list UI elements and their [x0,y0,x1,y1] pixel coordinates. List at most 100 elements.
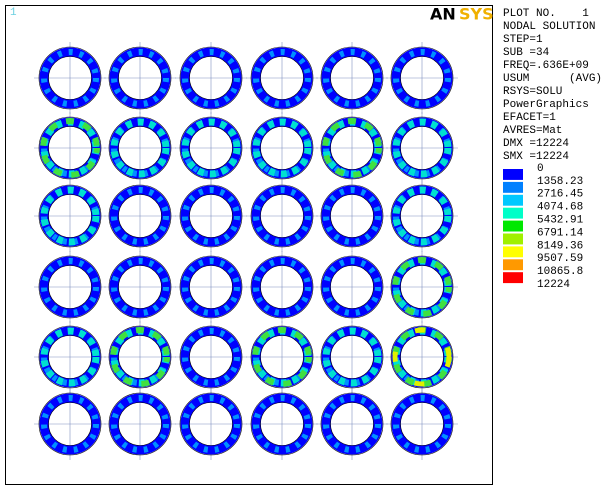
ring-edge [250,184,314,248]
ring-pattern [323,258,381,316]
ring-edge [38,46,102,110]
ring-edge [189,56,233,100]
legend-swatch [503,220,523,232]
ring-pattern [323,395,381,453]
legend-swatch [503,233,523,245]
info-line: STEP=1 [503,34,543,46]
ring-edge [320,184,384,248]
ring-edge [250,392,314,456]
ring-edge [48,126,92,170]
ring-edge [400,126,444,170]
ring-pattern [41,395,99,453]
ring-grid [34,42,458,460]
ring-pattern [253,187,311,245]
ring-pattern [253,258,311,316]
plot-frame [5,5,493,485]
logo-right: SYS [459,5,494,24]
ring-pattern [323,49,381,107]
ring-edge [118,265,162,309]
ring-edge [330,265,374,309]
legend-label: 9507.59 [537,253,583,265]
ring-pattern [40,186,100,246]
ring-edge [38,116,102,180]
legend-label: 1358.23 [537,176,583,188]
ring-pattern [111,187,169,245]
ring-pattern [322,118,382,178]
info-line: SUB =34 [503,47,550,59]
ring-edge [330,194,374,238]
legend-swatch [503,207,523,219]
ring-edge [330,335,374,379]
logo-left: AN [430,5,456,24]
ring-pattern [40,118,100,178]
ring-edge [260,56,304,100]
ring-edge [48,335,92,379]
ring-edge [48,265,92,309]
ring-edge [179,255,243,319]
ring-edge [400,402,444,446]
ring-pattern [393,49,451,107]
ring-edge [260,126,304,170]
ring-pattern [182,258,240,316]
legend-swatch [503,272,523,284]
ring-edge [48,194,92,238]
ring-pattern [182,49,240,107]
ring-edge [320,116,384,180]
ring-pattern [181,118,241,178]
legend-label: 8149.36 [537,240,583,252]
ring-edge [400,56,444,100]
ring-edge [260,265,304,309]
legend-label: 5432.91 [537,215,584,227]
ring-edge [38,392,102,456]
legend-label: 12224 [537,279,570,291]
ring-edge [118,194,162,238]
ring-edge [320,255,384,319]
ring-pattern [392,186,452,246]
ring-pattern [182,328,240,386]
ring-edge [189,335,233,379]
ring-pattern [253,49,311,107]
ring-pattern [392,327,452,387]
ring-edge [400,265,444,309]
legend-label: 2716.45 [537,189,583,201]
legend-swatch [503,259,523,271]
ring-pattern [111,395,169,453]
ring-pattern [392,118,452,178]
info-line: PowerGraphics [503,99,589,111]
info-line: USUM (AVG) [503,73,602,85]
legend-label: 6791.14 [537,227,584,239]
ring-edge [38,255,102,319]
ring-pattern [41,258,99,316]
ring-pattern [323,187,381,245]
ring-pattern [110,327,170,387]
ring-edge [118,335,162,379]
ring-pattern [252,327,312,387]
ring-edge [108,184,172,248]
ring-edge [390,116,454,180]
legend-swatch [503,194,523,206]
ring-edge [118,56,162,100]
ring-edge [108,255,172,319]
ring-edge [48,402,92,446]
info-line: RSYS=SOLU [503,86,562,98]
ring-edge [320,46,384,110]
ring-pattern [393,395,451,453]
ring-edge [250,116,314,180]
ring-edge [390,46,454,110]
ring-pattern [322,327,382,387]
ring-edge [400,335,444,379]
info-line: SMX =12224 [503,151,569,163]
ring-pattern [182,187,240,245]
ring-edge [260,194,304,238]
ring-edge [179,116,243,180]
ring-edge [250,46,314,110]
ring-edge [108,392,172,456]
ring-edge [260,402,304,446]
info-line: FREQ=.636E+09 [503,60,589,72]
ring-edge [390,255,454,319]
info-line: AVRES=Mat [503,125,562,137]
ring-pattern [110,118,170,178]
ring-edge [118,126,162,170]
ring-pattern [111,258,169,316]
